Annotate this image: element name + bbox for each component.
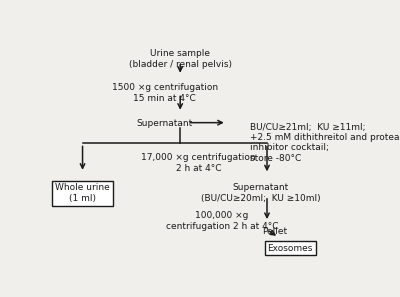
Text: Urine sample
(bladder / renal pelvis): Urine sample (bladder / renal pelvis) bbox=[129, 50, 232, 69]
Text: BU/CU≥21ml;  KU ≥11ml;
+2.5 mM dithithreitol and protease
inhibitor cocktail;
st: BU/CU≥21ml; KU ≥11ml; +2.5 mM dithithrei… bbox=[250, 123, 400, 163]
Text: Exosomes: Exosomes bbox=[268, 244, 313, 252]
Text: Pellet: Pellet bbox=[262, 227, 287, 236]
Text: Supernatant: Supernatant bbox=[136, 119, 193, 128]
Text: 1500 ×g centrifugation
15 min at 4°C: 1500 ×g centrifugation 15 min at 4°C bbox=[112, 83, 218, 103]
Text: Whole urine
(1 ml): Whole urine (1 ml) bbox=[55, 184, 110, 203]
Text: Supernatant
(BU/CU≥20ml;  KU ≥10ml): Supernatant (BU/CU≥20ml; KU ≥10ml) bbox=[201, 184, 321, 203]
Text: 100,000 ×g
centrifugation 2 h at 4°C: 100,000 ×g centrifugation 2 h at 4°C bbox=[166, 211, 278, 230]
Text: 17,000 ×g centrifugation
2 h at 4°C: 17,000 ×g centrifugation 2 h at 4°C bbox=[142, 154, 256, 173]
